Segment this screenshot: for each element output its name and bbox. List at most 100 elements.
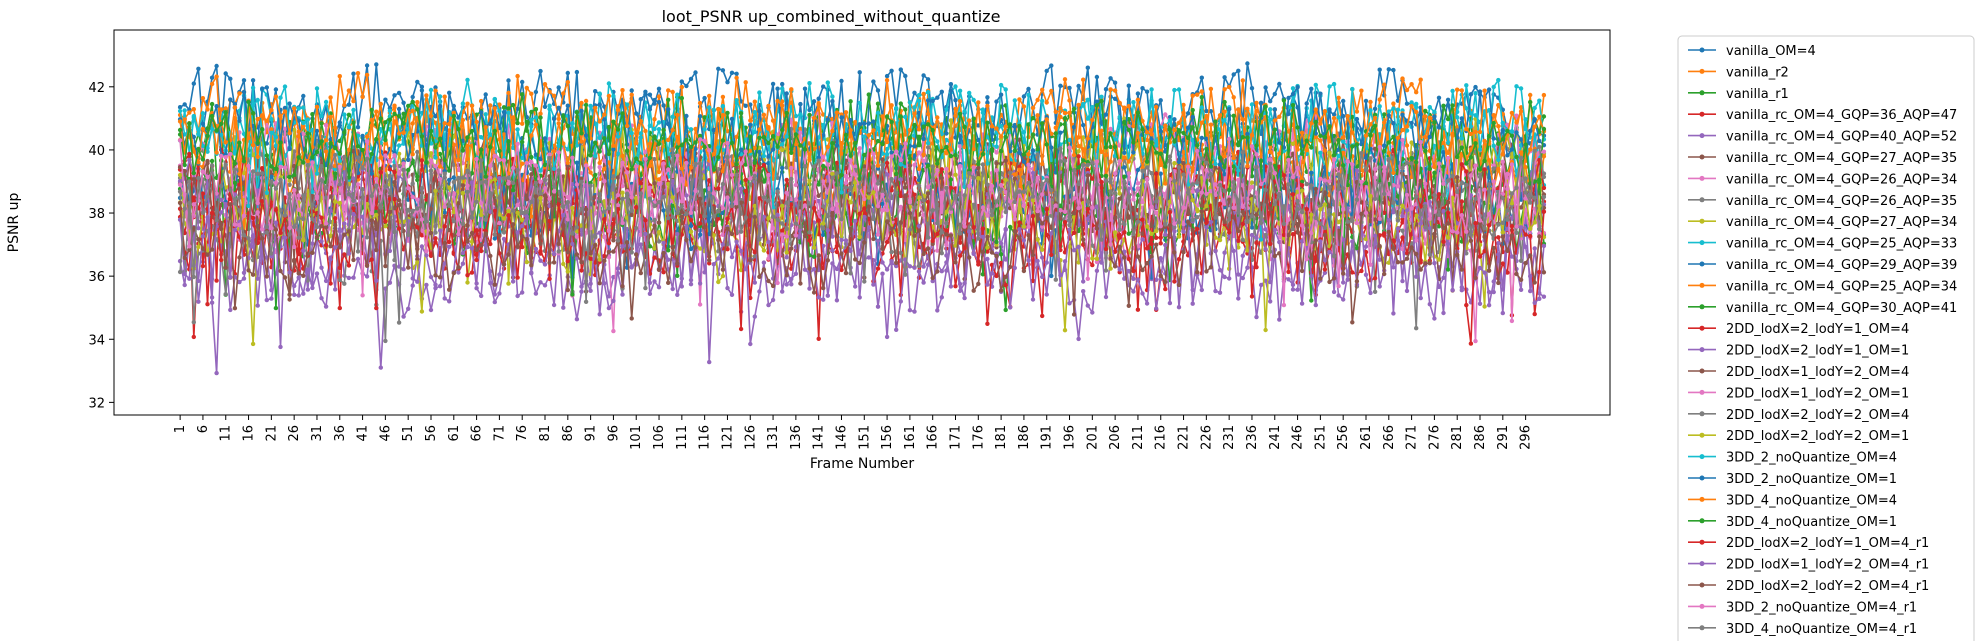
data-point xyxy=(1199,95,1205,100)
data-point xyxy=(1518,105,1524,110)
data-point xyxy=(209,81,215,87)
data-point xyxy=(1377,67,1382,72)
data-point xyxy=(1122,165,1127,170)
data-point xyxy=(483,92,488,97)
data-point xyxy=(998,123,1004,129)
data-point xyxy=(798,101,803,107)
data-point xyxy=(1090,310,1095,315)
data-point xyxy=(223,106,228,111)
data-point xyxy=(1071,312,1077,317)
data-point xyxy=(1026,86,1031,92)
data-point xyxy=(1030,115,1036,121)
data-point xyxy=(515,293,520,299)
data-point xyxy=(346,102,352,107)
data-point xyxy=(948,177,954,182)
data-point xyxy=(948,284,954,289)
data-point xyxy=(1090,262,1095,268)
data-point xyxy=(561,305,566,310)
data-point xyxy=(912,105,917,110)
data-point xyxy=(697,302,703,307)
data-point xyxy=(1359,88,1364,93)
data-point xyxy=(697,100,703,106)
data-point xyxy=(319,121,324,126)
data-point xyxy=(1236,296,1241,301)
data-point xyxy=(1445,97,1451,103)
data-point xyxy=(542,104,548,110)
data-point xyxy=(898,101,903,106)
data-point xyxy=(1427,302,1433,307)
data-point xyxy=(916,269,922,274)
data-point xyxy=(396,90,402,96)
data-point xyxy=(925,145,931,150)
data-point xyxy=(542,283,548,288)
data-point xyxy=(656,94,662,99)
data-point xyxy=(1391,101,1396,106)
data-point xyxy=(1044,100,1049,105)
data-point xyxy=(1222,75,1227,80)
data-point xyxy=(1368,99,1373,105)
data-point xyxy=(1473,91,1478,96)
data-point xyxy=(219,107,224,112)
data-point xyxy=(734,75,739,81)
data-point xyxy=(1062,77,1068,82)
data-point xyxy=(551,260,557,265)
data-point xyxy=(907,156,913,161)
data-point xyxy=(1231,248,1236,254)
data-point xyxy=(725,80,730,85)
data-point xyxy=(880,208,885,213)
data-point xyxy=(396,143,402,148)
data-point xyxy=(364,274,370,279)
data-point xyxy=(962,109,967,114)
data-point xyxy=(1423,114,1428,119)
data-point xyxy=(1290,141,1296,146)
data-point xyxy=(1404,288,1410,294)
data-point xyxy=(506,281,511,286)
data-point xyxy=(187,151,192,157)
data-point xyxy=(688,76,694,82)
data-point xyxy=(720,68,726,73)
data-point xyxy=(720,94,726,100)
data-point xyxy=(1404,87,1410,93)
data-point xyxy=(1012,176,1017,181)
data-point xyxy=(1126,159,1132,164)
data-point xyxy=(1491,166,1496,171)
data-point xyxy=(1067,98,1072,103)
data-point xyxy=(1076,149,1081,154)
data-point xyxy=(875,101,881,106)
data-point xyxy=(853,120,858,125)
data-point xyxy=(903,185,908,190)
data-point xyxy=(839,78,844,84)
chart-title: loot_PSNR up_combined_without_quantize xyxy=(662,7,1001,27)
data-point xyxy=(209,101,215,107)
data-point xyxy=(752,99,757,104)
data-point xyxy=(260,227,265,232)
data-point xyxy=(647,141,653,146)
data-point xyxy=(916,166,922,172)
data-point xyxy=(638,181,643,186)
data-point xyxy=(1354,109,1360,114)
data-point xyxy=(652,117,657,122)
data-point xyxy=(200,96,206,101)
data-point xyxy=(428,307,434,313)
data-point xyxy=(1185,111,1191,116)
data-point xyxy=(378,101,383,107)
data-point xyxy=(1518,258,1524,263)
data-point xyxy=(556,85,561,90)
data-point xyxy=(351,71,356,76)
data-point xyxy=(1094,74,1100,80)
data-point xyxy=(711,107,716,113)
data-point xyxy=(875,110,881,116)
data-point xyxy=(1021,94,1027,99)
data-point xyxy=(205,107,210,112)
data-point xyxy=(1258,158,1264,163)
data-point xyxy=(1144,137,1150,143)
data-point xyxy=(1217,290,1223,295)
data-point xyxy=(1468,124,1474,129)
data-point xyxy=(209,158,215,164)
data-point xyxy=(182,102,187,107)
data-point xyxy=(766,103,771,109)
data-point xyxy=(821,84,826,89)
data-point xyxy=(675,292,680,297)
data-point xyxy=(903,73,908,79)
data-point xyxy=(524,85,529,91)
